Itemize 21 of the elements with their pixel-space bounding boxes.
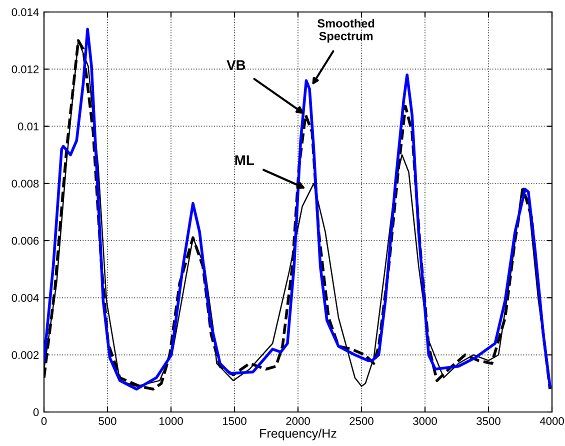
annotation: ML <box>235 155 254 165</box>
y-tick-label: 0 <box>33 408 39 416</box>
x-tick-label: 1500 <box>222 417 246 426</box>
annotation: Smoothed Spectrum <box>318 18 374 43</box>
x-tick-label: 3500 <box>476 417 500 426</box>
x-tick-label: 2000 <box>286 417 310 426</box>
y-tick-label: 0.004 <box>12 294 39 302</box>
y-tick-label: 0.002 <box>12 351 39 359</box>
x-tick-label: 0 <box>41 417 47 426</box>
y-tick-label: 0.006 <box>12 236 39 245</box>
x-tick-label: 3000 <box>413 417 437 426</box>
y-tick-label: 0.012 <box>12 65 39 74</box>
y-tick-label: 0.01 <box>18 122 39 130</box>
annotation: VB <box>226 60 246 70</box>
y-tick-label: 0.014 <box>12 8 39 16</box>
x-tick-label: 2500 <box>350 417 374 426</box>
x-tick-label: 500 <box>98 417 116 426</box>
y-tick-label: 0.008 <box>12 180 39 188</box>
x-tick-label: 1000 <box>159 417 183 426</box>
x-tick-label: 4000 <box>540 417 564 426</box>
x-axis-title: Frequency/Hz <box>260 428 336 440</box>
